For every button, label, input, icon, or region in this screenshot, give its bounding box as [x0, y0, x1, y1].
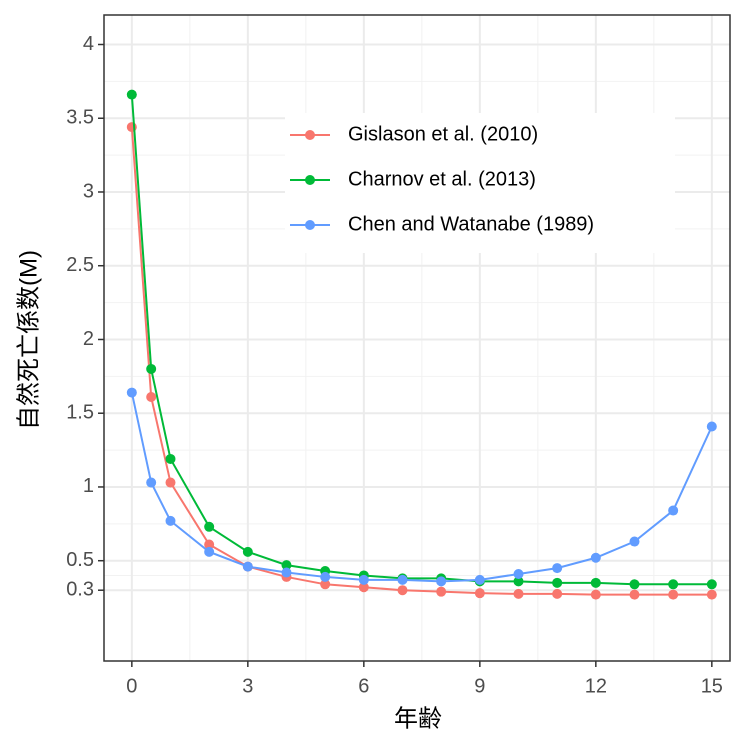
data-point	[358, 574, 369, 585]
data-point	[474, 574, 485, 585]
legend-point	[305, 130, 315, 140]
data-point	[126, 387, 137, 398]
x-tick-label: 0	[126, 675, 137, 697]
legend-label: Chen and Watanabe (1989)	[348, 213, 594, 235]
y-tick-label: 2.5	[66, 254, 94, 276]
data-point	[320, 571, 331, 582]
data-point	[668, 505, 679, 516]
data-point	[590, 552, 601, 563]
data-point	[668, 589, 679, 600]
y-tick-label: 3	[83, 180, 94, 202]
y-tick-label: 1	[83, 475, 94, 497]
data-point	[126, 89, 137, 100]
data-point	[513, 588, 524, 599]
y-tick-label: 2	[83, 328, 94, 350]
data-point	[629, 589, 640, 600]
data-point	[629, 536, 640, 547]
x-tick-label: 6	[358, 675, 369, 697]
y-tick-label: 0.5	[66, 549, 94, 571]
data-point	[165, 453, 176, 464]
data-point	[165, 515, 176, 526]
y-tick-label: 1.5	[66, 402, 94, 424]
x-tick-label: 12	[585, 675, 607, 697]
data-point	[706, 579, 717, 590]
data-point	[204, 539, 215, 550]
data-point	[474, 588, 485, 599]
legend-box	[285, 113, 675, 253]
data-point	[436, 576, 447, 587]
data-point	[204, 546, 215, 557]
legend-label: Charnov et al. (2013)	[348, 168, 536, 190]
data-point	[146, 477, 157, 488]
data-point	[397, 574, 408, 585]
data-point	[513, 576, 524, 587]
legend-point	[305, 220, 315, 230]
data-point	[552, 563, 563, 574]
data-point	[242, 546, 253, 557]
legend-label: Gislason et al. (2010)	[348, 123, 538, 145]
panel-border	[103, 14, 731, 662]
data-point	[397, 585, 408, 596]
y-tick-label: 4	[83, 33, 94, 55]
data-point	[668, 579, 679, 590]
legend-point	[305, 175, 315, 185]
y-tick-label: 3.5	[66, 107, 94, 129]
data-point	[320, 579, 331, 590]
data-point	[552, 577, 563, 588]
data-point	[242, 561, 253, 572]
y-axis-label: 自然死亡係数(M)	[15, 250, 42, 430]
data-point	[146, 391, 157, 402]
data-point	[358, 582, 369, 593]
data-point	[281, 567, 292, 578]
data-point	[165, 477, 176, 488]
data-point	[281, 560, 292, 571]
x-tick-label: 3	[242, 675, 253, 697]
x-tick-label: 9	[474, 675, 485, 697]
data-point	[706, 589, 717, 600]
data-point	[590, 589, 601, 600]
y-tick-label: 0.3	[66, 578, 94, 600]
data-point	[436, 586, 447, 597]
x-tick-label: 15	[701, 675, 723, 697]
x-axis-label: 年齢	[394, 705, 442, 732]
data-point	[146, 363, 157, 374]
data-point	[629, 579, 640, 590]
data-point	[513, 568, 524, 579]
data-point	[590, 577, 601, 588]
data-point	[204, 521, 215, 532]
data-point	[706, 421, 717, 432]
data-point	[552, 588, 563, 599]
